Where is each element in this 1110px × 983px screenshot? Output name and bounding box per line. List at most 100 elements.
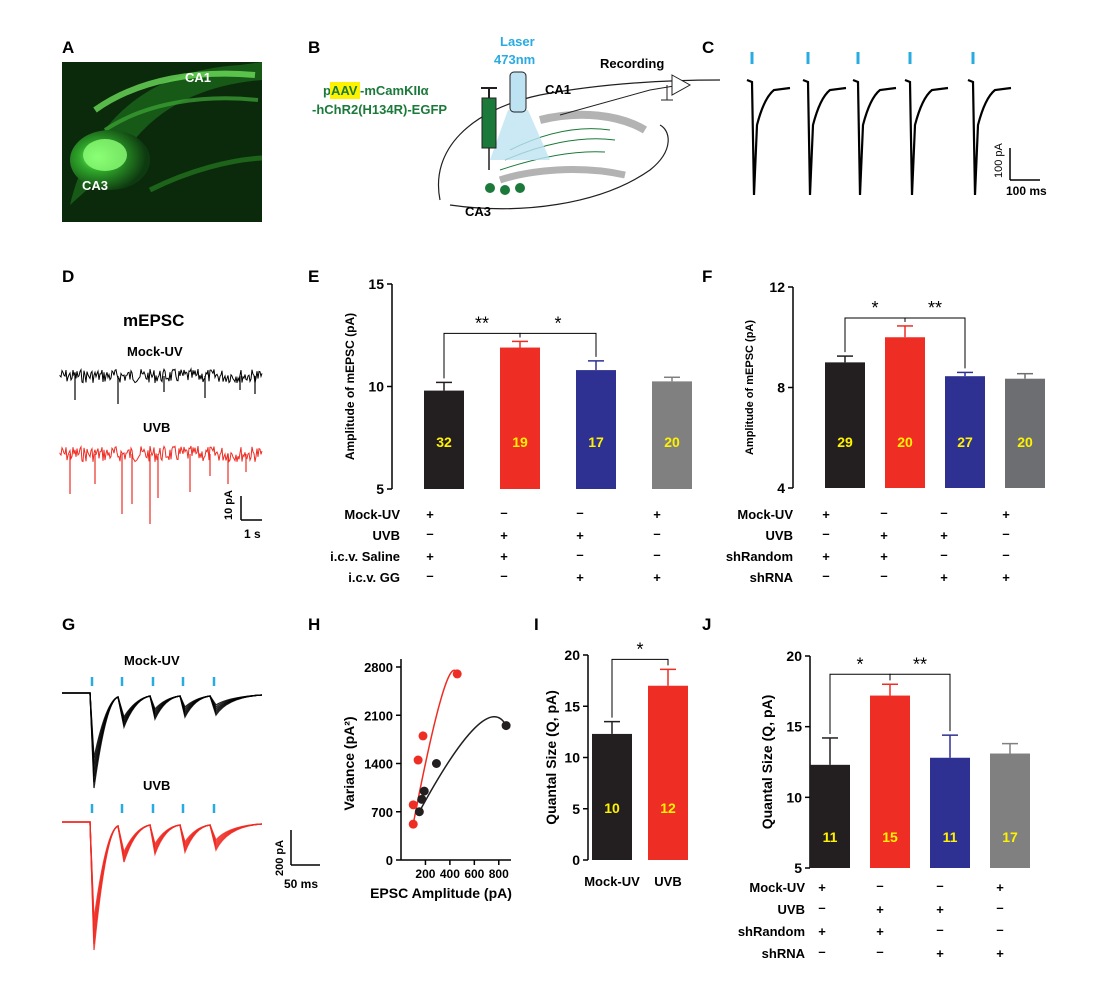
g-scale-y: 200 pA [274,840,286,876]
condition-sign: – [996,900,1003,915]
panel-label-a: A [62,38,74,57]
recording-label: Recording [600,56,664,71]
bar [945,376,985,488]
condition-name: UVB [778,902,805,917]
panel-c-traces: 100 pA 100 ms [746,52,1047,198]
bar [810,764,850,868]
x-category-label: UVB [654,874,681,889]
condition-sign: – [876,944,883,959]
epsc-trace [62,821,263,921]
panel-label-b: B [308,38,320,57]
g-scale-x: 50 ms [284,877,318,891]
bar [592,733,632,860]
epsc-trace [62,692,263,759]
condition-sign: – [500,505,507,520]
bar [424,390,464,489]
y-axis-label: Quantal Size (Q, pA) [759,695,775,830]
condition-sign: + [426,507,434,522]
n-label: 12 [660,800,676,816]
condition-sign: + [936,902,944,917]
c-scale-x: 100 ms [1006,184,1047,198]
condition-sign: + [653,570,661,585]
y-tick-label: 2800 [364,660,393,675]
scatter-point [417,794,427,804]
panel-label-g: G [62,615,75,634]
condition-name: shRandom [726,549,793,564]
laser-wavelength: 473nm [494,52,535,67]
bar [500,347,540,489]
mepsc-trace [59,444,263,463]
bar [930,757,970,868]
y-tick-label: 15 [564,698,580,714]
construct-line1: -mCamKIIα [360,83,429,98]
bar [1005,378,1045,488]
scatter-point [431,759,441,768]
condition-sign: + [426,549,434,564]
significance-bracket [611,658,669,718]
significance-marker: * [856,654,863,674]
panel-label-f: F [702,267,712,286]
n-label: 17 [588,434,604,450]
evoked-response-trace [967,78,1012,196]
evoked-response-trace [904,78,949,196]
b-ca3-label: CA3 [465,204,491,219]
bar-chart-I: 0 5 10 15 20 Quantal Size (Q, pA) 10 12 * Mock-UV… [543,639,688,889]
condition-sign: – [500,568,507,583]
scatter-point [418,731,428,741]
y-tick-label: 2100 [364,708,393,723]
n-label: 11 [823,829,838,845]
condition-sign: + [996,880,1004,895]
y-tick-label: 5 [794,860,802,876]
parabola-fit-line [418,715,507,813]
significance-marker: ** [913,654,927,674]
n-label: 20 [1017,434,1033,450]
g-trace1-label: Mock-UV [124,653,180,668]
bar [990,753,1030,868]
y-axis-label: Quantal Size (Q, pA) [543,690,559,825]
condition-sign: – [426,568,433,583]
condition-table: Mock-UV + – – + UVB – + + – i.c.v. Saline + + – – i.c.v… [330,505,661,585]
y-tick-label: 5 [572,801,580,817]
condition-sign: + [500,528,508,543]
y-tick-label: 8 [777,380,785,396]
scatter-chart-H: 0 700 1400 2100 2800 200 400 600 800 EPSC Amplitu… [341,659,512,901]
y-tick-label: 20 [564,647,580,663]
bar [885,337,925,488]
significance-marker: * [554,313,561,333]
panel-label-d: D [62,267,74,286]
significance-marker: * [871,298,878,318]
condition-sign: + [880,528,888,543]
evoked-response-trace [802,78,847,196]
condition-sign: + [876,924,884,939]
condition-sign: – [880,505,887,520]
condition-sign: – [818,944,825,959]
panel-label-j: J [702,615,711,634]
condition-sign: + [653,507,661,522]
x-tick-label: 600 [464,867,484,881]
y-tick-label: 15 [368,276,384,292]
condition-name: UVB [766,528,793,543]
condition-sign: + [818,924,826,939]
condition-sign: + [576,528,584,543]
d-scale-y: 10 pA [223,490,235,520]
condition-name: UVB [373,528,400,543]
panel-a-hippocampus-image: CA1 CA3 [62,62,263,222]
x-category-label: Mock-UV [584,874,640,889]
d-scale-x: 1 s [244,527,261,541]
n-label: 17 [1002,829,1018,845]
condition-sign: – [653,547,660,562]
bar [652,381,692,489]
n-label: 29 [837,434,853,450]
condition-sign: – [996,922,1003,937]
condition-sign: + [1002,570,1010,585]
condition-sign: – [940,505,947,520]
condition-sign: + [822,549,830,564]
condition-sign: – [576,505,583,520]
condition-sign: – [880,568,887,583]
y-tick-label: 700 [371,805,393,820]
condition-name: Mock-UV [749,880,805,895]
scatter-point [501,721,511,731]
condition-sign: + [1002,507,1010,522]
